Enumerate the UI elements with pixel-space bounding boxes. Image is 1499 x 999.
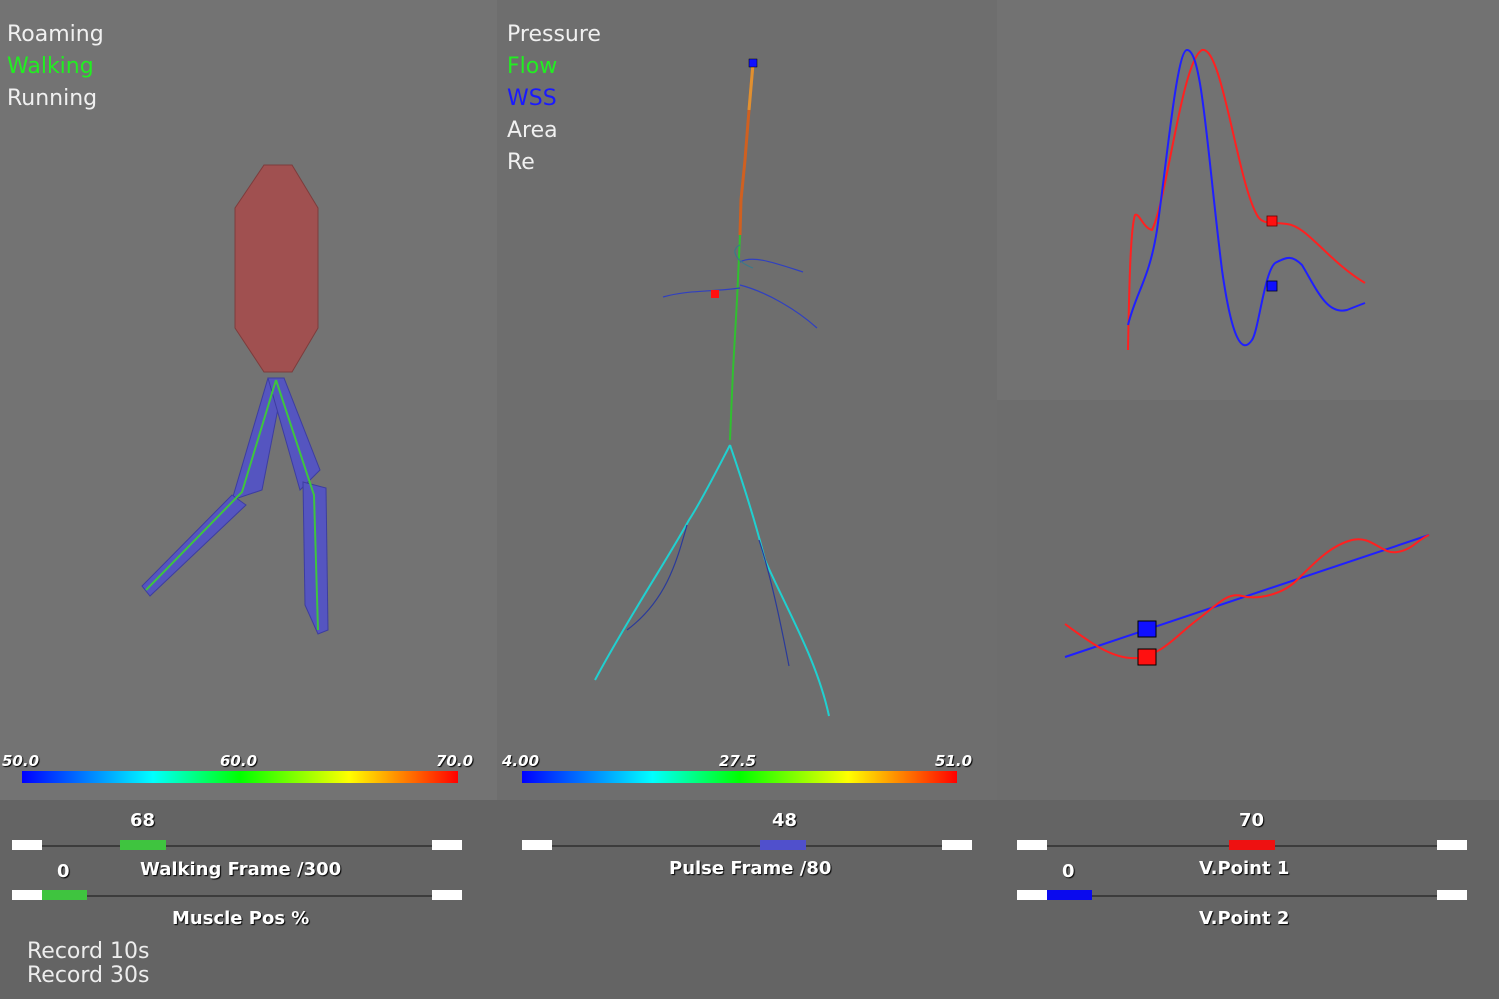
waveform-plot-panel[interactable] [997,0,1499,400]
colorbar-min-left: 50.0 [2,752,40,770]
branch-loop [734,244,754,269]
mode-menu: Roaming Walking Running [7,19,104,115]
walking-frame-value: 68 [130,810,156,831]
menu-item-area[interactable]: Area [507,118,558,143]
iliac-left [594,444,731,681]
slider-track [522,845,972,847]
relation-plot-panel[interactable] [997,400,1499,800]
red-waveform-marker [1266,215,1278,227]
menu-item-flow[interactable]: Flow [507,54,558,79]
record-30s-button[interactable]: Record 30s [27,963,150,988]
branch-upper-right [739,258,804,273]
branch-right [739,284,818,329]
slider-left-cap[interactable] [1017,890,1047,900]
artery-tree [522,58,957,783]
blue-waveform-marker [1266,280,1278,292]
red-waveform [1127,49,1366,351]
torso-shape [234,164,319,373]
control-strip: 68 Walking Frame /300 0 Muscle Pos % 48 … [0,800,1499,999]
colorbar-mid-mid: 27.5 [719,752,757,770]
blue-waveform [1127,48,1366,347]
menu-item-wss[interactable]: WSS [507,86,557,111]
vpoint2-label: V.Point 2 [1199,908,1290,929]
muscle-pos-value: 0 [57,861,70,882]
quantity-menu: Pressure Flow WSS Area Re [507,19,601,179]
pulse-frame-label: Pulse Frame /80 [669,858,832,879]
color-bar-mid [522,771,957,783]
branch-left [662,287,741,298]
red-relation-curve [1064,534,1430,660]
menu-item-re[interactable]: Re [507,150,535,175]
colorbar-mid-left: 60.0 [220,752,258,770]
muscle-pos-handle[interactable] [42,890,87,900]
record-10s-button[interactable]: Record 10s [27,939,150,964]
menu-item-walking[interactable]: Walking [7,54,94,79]
vpoint2-slider[interactable] [1017,890,1467,902]
menu-item-roaming[interactable]: Roaming [7,22,104,47]
slider-left-cap[interactable] [12,890,42,900]
relation-plot [1064,534,1430,666]
walking-frame-label: Walking Frame /300 [140,859,342,880]
slider-track [1017,895,1467,897]
branch-right-deep [758,539,790,667]
menu-item-running[interactable]: Running [7,86,98,111]
waveform-plot [1127,48,1366,351]
vpoint2-handle[interactable] [1047,890,1092,900]
vpoint1-value: 70 [1239,810,1265,831]
vpoint2-value: 0 [1062,861,1075,882]
pulse-frame-slider[interactable] [522,840,972,852]
leg-model [22,164,458,783]
walking-frame-handle[interactable] [120,840,166,850]
slider-right-cap[interactable] [432,840,462,850]
walking-frame-slider[interactable] [12,840,462,852]
muscle-pos-slider[interactable] [12,890,462,902]
slider-right-cap[interactable] [1437,890,1467,900]
slider-right-cap[interactable] [942,840,972,850]
slider-left-cap[interactable] [1017,840,1047,850]
left-muscle-line [145,379,277,591]
probe-marker-top [748,58,758,68]
slider-right-cap[interactable] [1437,840,1467,850]
right-muscle-line [275,379,319,631]
menu-item-pressure[interactable]: Pressure [507,22,601,47]
slider-left-cap[interactable] [522,840,552,850]
slider-right-cap[interactable] [432,890,462,900]
branch-left-deep [626,524,688,631]
red-relation-marker [1137,648,1157,666]
aorta-green-segment [729,234,741,441]
muscle-view-panel[interactable]: Roaming Walking Running 50.0 60.0 70.0 [0,0,497,800]
vpoint1-handle[interactable] [1229,840,1275,850]
vessel-view-panel[interactable]: Pressure Flow WSS Area Re 4.00 27.5 51.0 [497,0,997,800]
colorbar-min-mid: 4.00 [502,752,540,770]
vpoint1-slider[interactable] [1017,840,1467,852]
blue-relation-marker [1137,620,1157,638]
slider-track [12,845,462,847]
iliac-right [729,444,830,717]
slider-left-cap[interactable] [12,840,42,850]
left-shin-shape [141,494,247,597]
aorta-orange-segment [747,63,755,111]
muscle-pos-label: Muscle Pos % [172,908,310,929]
probe-marker-side [711,290,719,298]
slider-track [12,895,462,897]
pulse-frame-handle[interactable] [760,840,806,850]
vpoint1-label: V.Point 1 [1199,858,1290,879]
color-bar-left [22,771,458,783]
pulse-frame-value: 48 [772,810,798,831]
colorbar-max-left: 70.0 [436,752,474,770]
colorbar-max-mid: 51.0 [935,752,973,770]
